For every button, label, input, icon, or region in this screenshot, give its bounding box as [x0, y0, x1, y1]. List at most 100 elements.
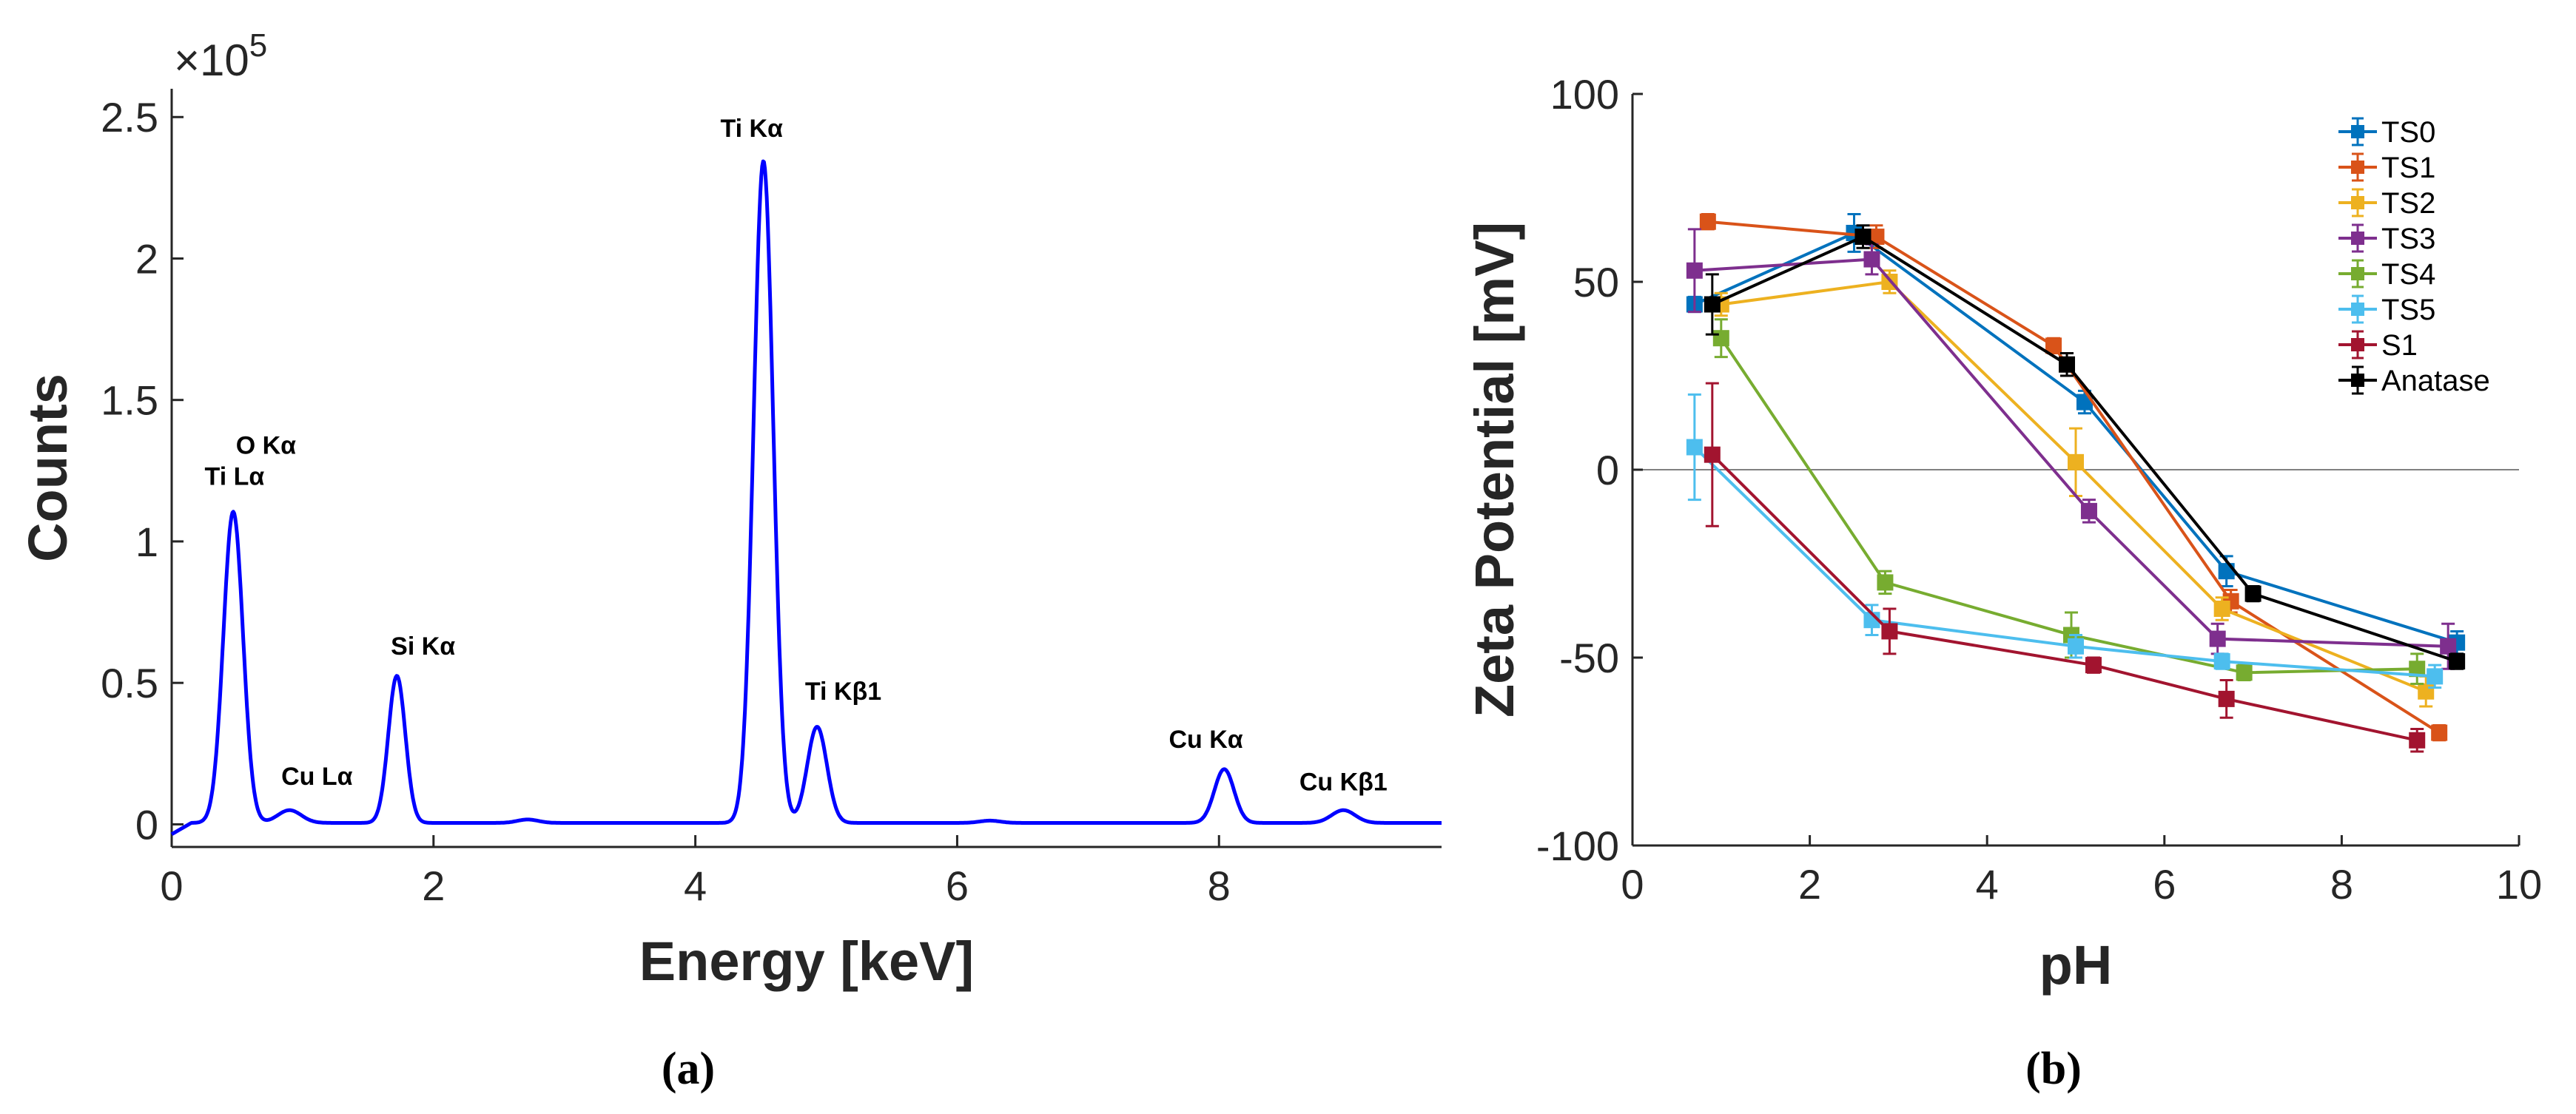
panel-b-data-point	[1686, 439, 1703, 456]
panel-b-legend-marker	[2351, 303, 2364, 316]
panel-b-series-line	[1720, 337, 2418, 675]
panel-b-zeta-potential: 0 2 4 6 8 10 -100 -50 0 50 100 TS0TS1TS2TS3TS4TS5S…	[1464, 71, 2542, 1094]
panel-a-y-tick-label: 0	[135, 801, 158, 848]
panel-b-data-point	[1863, 251, 1880, 268]
panel-b-legend-item: TS5	[2338, 294, 2435, 326]
panel-a-labels: O Kα Ti Lα Cu Lα Si Kα Ti Kα Ti Kβ1 Cu Kα Cu Kβ…	[205, 115, 1388, 796]
panel-b-y-tick-label: -50	[1559, 635, 1619, 681]
panel-b-x-tick-label: 6	[2153, 861, 2176, 908]
panel-b-data-point	[2059, 356, 2076, 373]
panel-a-peak-label: Si Kα	[391, 632, 455, 661]
panel-b-data-point	[2409, 732, 2426, 749]
panel-b-legend-item: TS4	[2338, 258, 2435, 291]
panel-b-series-line	[1707, 220, 2441, 735]
panel-a-x-tick-label: 6	[946, 862, 969, 909]
panel-a-y-tick-label: 2	[135, 235, 158, 282]
panel-a-x-tick-label: 8	[1208, 862, 1231, 909]
panel-a-y-tick-label: 0.5	[101, 660, 158, 706]
panel-b-legend-marker	[2351, 267, 2364, 280]
panel-b-data-point	[2080, 502, 2097, 519]
panel-b-series-ts4	[1712, 318, 2426, 686]
panel-a-x-tick-label: 0	[160, 862, 183, 909]
panel-a-x-tick-label: 2	[422, 862, 445, 909]
panel-b-legend-item: TS1	[2338, 152, 2435, 184]
panel-b-x-tick-label: 10	[2496, 861, 2542, 908]
panel-b-series-line	[1694, 257, 2449, 648]
panel-b-legend-marker	[2351, 338, 2364, 351]
panel-b-data-point	[2236, 664, 2253, 681]
panel-a-peak-label: Ti Kα	[720, 115, 783, 143]
panel-b-y-axis-label: Zeta Potential [mV]	[1464, 222, 1525, 718]
panel-b-data-point	[2418, 683, 2435, 700]
panel-b-x-tick-label: 4	[1976, 861, 1999, 908]
panel-a-peak-label: Ti Lα	[205, 462, 265, 490]
panel-b-legend-label: TS4	[2381, 258, 2435, 291]
panel-b-x-tick-label: 8	[2330, 861, 2353, 908]
panel-b-y-tick-label: 100	[1550, 71, 1619, 118]
panel-b-legend-marker	[2351, 161, 2364, 174]
panel-b-y-tick-label: 50	[1573, 259, 1619, 305]
panel-b-data-point	[2068, 453, 2084, 470]
panel-b-legend-marker	[2351, 374, 2364, 387]
panel-b-data-point	[1881, 623, 1898, 640]
panel-a-y-tick-label: 1	[135, 519, 158, 565]
panel-a-peak-label: Cu Kα	[1168, 726, 1242, 754]
panel-b-legend-marker	[2351, 232, 2364, 245]
panel-b-data-point	[2431, 724, 2448, 741]
panel-b-x-tick-label: 0	[1621, 861, 1644, 908]
panel-b-data-point	[1704, 446, 1721, 463]
panel-b-legend-label: TS1	[2381, 152, 2435, 184]
panel-b-data-point	[1877, 574, 1894, 591]
panel-a-peak-label: O Kα	[236, 431, 296, 459]
panel-b-legend-marker	[2351, 125, 2364, 138]
panel-a-marks	[170, 159, 1443, 836]
panel-b-data-point	[2218, 690, 2235, 707]
panel-b-legend-label: TS5	[2381, 294, 2435, 326]
panel-b-legend-item: S1	[2338, 329, 2418, 362]
panel-b-x-tick-label: 2	[1798, 861, 1821, 908]
panel-a-peak-label: Cu Kβ1	[1299, 769, 1388, 797]
panel-b-data-point	[2213, 600, 2230, 617]
panel-b-data-point	[2440, 638, 2457, 655]
panel-a-caption: (a)	[662, 1044, 715, 1094]
panel-b-legend-label: Anatase	[2381, 365, 2490, 397]
panel-a-y-multiplier: ×10	[174, 36, 249, 85]
panel-b-data-point	[1699, 213, 1716, 230]
panel-b-legend-item: TS3	[2338, 223, 2435, 255]
panel-a-eds-spectrum: 0 2 4 6 8 0 0.5 1 1.5 2 2.5 O Kα Ti Lα Cu Lα Si Kα Ti …	[17, 27, 1443, 1094]
panel-b-y-tick-label: 0	[1596, 447, 1619, 493]
panel-b-legend-marker	[2351, 196, 2364, 209]
panel-b-x-axis-label: pH	[2039, 934, 2113, 996]
panel-b-legend-label: TS2	[2381, 187, 2435, 220]
panel-b-legend-label: TS3	[2381, 223, 2435, 255]
panel-a-y-tick-label: 1.5	[101, 377, 158, 424]
panel-b-caption: (b)	[2025, 1044, 2082, 1094]
panel-b-y-tick-label: -100	[1536, 823, 1619, 869]
panel-b-data-point	[2244, 585, 2261, 602]
panel-b-marks	[1686, 213, 2466, 753]
panel-b-series-anatase	[1704, 224, 2466, 670]
panel-b-data-point	[1712, 330, 1729, 347]
panel-b-legend-item: TS0	[2338, 116, 2435, 149]
panel-a-y-axis-label: Counts	[17, 374, 78, 562]
panel-a-x-tick-label: 4	[684, 862, 707, 909]
panel-b-series-line	[1711, 234, 2458, 663]
panel-b-legend-item: TS2	[2338, 187, 2435, 220]
panel-b-data-point	[1704, 296, 1721, 313]
panel-a-peak-label: Ti Kβ1	[805, 678, 881, 706]
panel-b-legend-label: TS0	[2381, 116, 2435, 149]
panel-b-data-point	[1854, 229, 1872, 246]
panel-b-data-point	[1686, 262, 1703, 279]
panel-b-axes: 0 2 4 6 8 10 -100 -50 0 50 100	[1536, 71, 2542, 908]
panel-b-series-ts5	[1686, 393, 2444, 689]
panel-a-peak-label: Cu Lα	[281, 763, 353, 791]
panel-a-y-exponent-value: 5	[249, 27, 267, 64]
panel-b-data-point	[2068, 638, 2084, 655]
panel-a-axes: 0 2 4 6 8 0 0.5 1 1.5 2 2.5	[101, 89, 1442, 909]
panel-b-data-point	[2409, 661, 2426, 678]
panel-b-series-ts1	[1699, 213, 2448, 742]
panel-a-spectrum-line	[170, 159, 1443, 836]
panel-b-legend-item: Anatase	[2338, 365, 2490, 397]
